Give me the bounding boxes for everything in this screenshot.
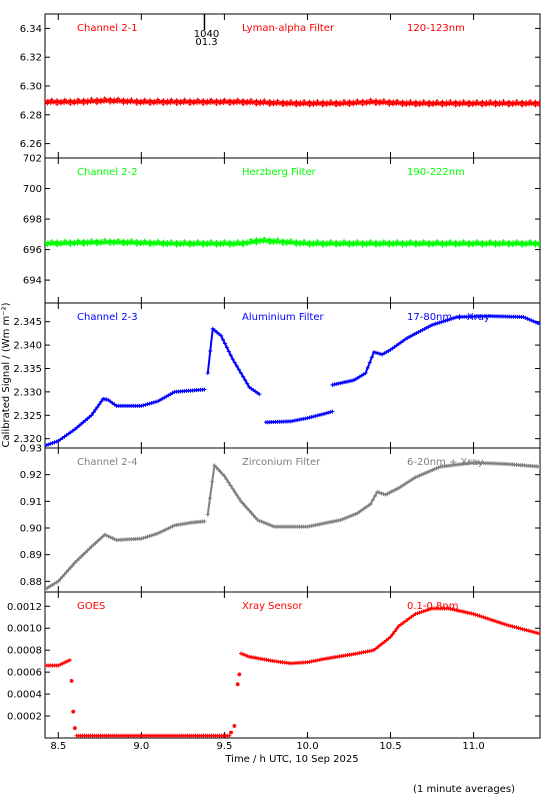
y-tick-label: 2.325 [13,411,42,422]
y-tick-label: 6.28 [20,110,42,121]
y-tick-label: 0.89 [20,550,42,561]
panel-1: 6.26 6.28 6.30 6.32 6.34 Channel 2-1 Lyman-alp… [20,13,541,159]
panel-3: 2.320 2.325 2.330 2.335 2.340 2.345 Channel 2-… [13,302,541,449]
y-tick-label: 0.88 [20,577,42,588]
series-line [206,327,260,396]
x-tick-label: 10.0 [296,741,318,752]
y-tick-label: 6.32 [20,53,42,64]
data-points [74,733,232,738]
panel-5: 0.0002 0.0004 0.0006 0.0008 0.0010 0.0012 GOES… [7,591,541,739]
panel-channel-label: Channel 2-1 [77,23,138,34]
y-tick-label: 2.320 [13,434,42,445]
data-points [205,326,262,397]
data-points [263,409,335,425]
y-tick-label: 702 [23,154,42,165]
data-points [330,314,540,387]
y-tick-label: 696 [23,245,42,256]
panel-frame [44,157,541,304]
series-line [45,239,540,245]
panel-filter-label: Lyman-alpha Filter [242,23,335,34]
panel-band-label: 6-20nm + Xray [407,457,484,468]
x-tick-label: 9.0 [133,741,149,752]
x-tick-label: 9.5 [216,741,232,752]
y-tick-label: 6.34 [20,24,42,35]
panel-filter-label: Zirconium Filter [242,457,321,468]
event-marker-label-top: 1040 [194,29,219,40]
series-line [206,461,540,528]
panel-frame [44,447,541,593]
data-points [45,658,72,668]
panel-filter-label: Aluminium Filter [242,312,325,323]
x-tick-label: 11.0 [462,741,484,752]
panel-band-label: 17-80nm + Xray [407,312,490,323]
series-1 [45,96,540,108]
panel-filter-label: Herzberg Filter [242,167,317,178]
data-point [232,723,237,728]
series-4 [45,460,540,592]
panel-frame [44,302,541,449]
y-axis-title: Calibrated Signal / (Wm m⁻²) [1,302,12,447]
y-tick-label: 2.340 [13,341,42,352]
event-marker-label-bottom: 01.3 [195,37,217,48]
series-line [45,520,205,591]
series-line [45,388,205,447]
panel-band-label: 0.1-0.8nm [407,601,459,612]
y-tick-label: 694 [23,276,42,287]
x-tick-label: 10.5 [379,741,401,752]
y-tick-label: 0.0010 [7,624,42,635]
data-point [72,726,77,731]
data-points [45,387,207,448]
y-tick-label: 0.0008 [7,646,42,657]
panel-band-label: 120-123nm [407,23,465,34]
x-tick-label: 8.5 [50,741,66,752]
y-tick-label: 2.335 [13,364,42,375]
y-tick-label: 700 [23,184,42,195]
panel-channel-label: Channel 2-4 [77,457,138,468]
y-tick-label: 2.345 [13,317,42,328]
data-points [205,460,540,529]
panel-band-label: 190-222nm [407,167,465,178]
data-point [237,672,242,677]
data-point [71,709,76,714]
y-tick-label: 0.93 [20,444,42,455]
data-points [45,519,207,592]
panel-channel-label: Channel 2-2 [77,167,138,178]
series-3 [45,314,540,448]
panel-frame [44,13,541,159]
y-tick-label: 698 [23,215,42,226]
y-tick-label: 0.0004 [7,690,42,701]
data-point [69,678,74,683]
y-tick-label: 0.0002 [7,712,42,723]
data-point [235,682,240,687]
y-tick-label: 0.92 [20,470,42,481]
panel-filter-label: Xray Sensor [242,601,303,612]
series-line [45,99,540,105]
y-tick-label: 6.26 [20,139,42,150]
panel-channel-label: GOES [77,601,105,612]
panel-4: 0.88 0.89 0.90 0.91 0.92 0.93 Channel 2-4 Zirco… [20,444,541,593]
panel-2: 694 696 698 700 702 Channel 2-2 Herzberg Filte… [23,154,541,304]
y-tick-label: 0.0006 [7,668,42,679]
y-tick-label: 0.91 [20,497,42,508]
series-5 [45,606,540,738]
panel-channel-label: Channel 2-3 [77,312,138,323]
y-tick-label: 0.0012 [7,602,42,613]
series-2 [45,236,540,248]
data-point [229,730,234,735]
footnote: (1 minute averages) [413,784,515,795]
y-tick-label: 0.90 [20,524,42,535]
x-axis-title: Time / h UTC, 10 Sep 2025 [224,754,358,765]
y-tick-label: 2.330 [13,387,42,398]
y-tick-label: 6.30 [20,82,42,93]
data-points [239,606,540,666]
